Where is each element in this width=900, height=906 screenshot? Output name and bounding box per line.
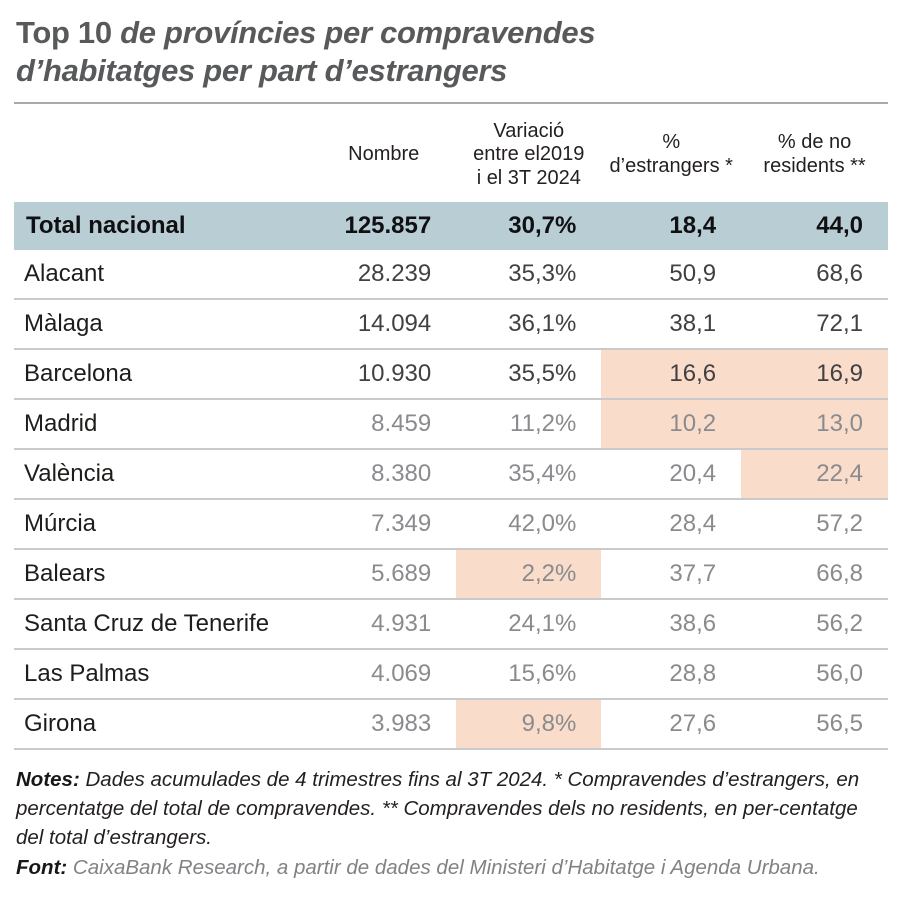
province-cell: Santa Cruz de Tenerife (24, 610, 270, 638)
value-cell-pct-no-residents: 56,5 (816, 710, 863, 738)
value-cell-pct-estrangers: 16,6 (601, 349, 742, 400)
table-header-row: Nombre Variació entre el2019 i el 3T 202… (14, 104, 888, 203)
value-cell-pct-estrangers: 38,6 (669, 610, 717, 638)
table-row: Santa Cruz de Tenerife 4.931 24,1% 38,6 … (14, 599, 888, 650)
notes-text: Notes: Dades acumulades de 4 trimestres … (16, 766, 886, 852)
total-label: Total nacional (14, 202, 312, 251)
value-cell-nombre: 4.069 (371, 660, 432, 688)
value-cell-pct-estrangers: 50,9 (669, 260, 717, 288)
notes-body: Dades acumulades de 4 trimestres fins al… (16, 768, 860, 849)
value-cell-pct-no-residents: 16,9 (741, 349, 888, 400)
title-prefix: Top 10 (16, 15, 112, 50)
value-cell-pct-no-residents: 22,4 (741, 449, 888, 500)
value-cell-pct-estrangers: 20,4 (669, 460, 717, 488)
value-cell-variacio: 35,3% (508, 260, 577, 288)
value-cell-variacio: 15,6% (508, 660, 577, 688)
province-cell: Balears (24, 560, 106, 588)
value-cell-pct-no-residents: 68,6 (816, 260, 863, 288)
header-cell-province (14, 104, 311, 203)
header-cell-pct-estrangers: % d’estrangers * (609, 131, 733, 178)
title-line2: d’habitatges per part d’estrangers (16, 52, 508, 88)
province-cell: Màlaga (24, 310, 103, 338)
table-row: Balears 5.689 2,2% 37,7 66,8 (14, 549, 888, 600)
value-cell-variacio: 2,2% (456, 549, 602, 600)
source-body: CaixaBank Research, a partir de dades de… (67, 856, 820, 880)
total-nombre: 125.857 (311, 202, 457, 251)
table-row: Màlaga 14.094 36,1% 38,1 72,1 (14, 299, 888, 350)
province-cell: Las Palmas (24, 660, 150, 688)
value-cell-pct-no-residents: 72,1 (816, 310, 863, 338)
source-text: Font: CaixaBank Research, a partir de da… (16, 854, 886, 883)
value-cell-pct-estrangers: 28,8 (669, 660, 717, 688)
value-cell-nombre: 7.349 (371, 510, 432, 538)
value-cell-variacio: 24,1% (508, 610, 577, 638)
table-row: València 8.380 35,4% 20,4 22,4 (14, 449, 888, 500)
header-cell-variacio: Variació entre el2019 i el 3T 2024 (473, 119, 585, 189)
table-row: Madrid 8.459 11,2% 10,2 13,0 (14, 399, 888, 450)
province-cell: Múrcia (24, 510, 97, 538)
table-row: Múrcia 7.349 42,0% 28,4 57,2 (14, 499, 888, 550)
value-cell-nombre: 5.689 (371, 560, 432, 588)
data-table: Nombre Variació entre el2019 i el 3T 202… (14, 104, 888, 751)
province-cell: Madrid (24, 410, 98, 438)
value-cell-nombre: 14.094 (357, 310, 432, 338)
value-cell-variacio: 11,2% (510, 410, 577, 438)
value-cell-pct-estrangers: 28,4 (669, 510, 717, 538)
province-cell: Alacant (24, 260, 105, 288)
value-cell-variacio: 35,5% (508, 360, 577, 388)
value-cell-nombre: 3.983 (371, 710, 432, 738)
title-divider (14, 101, 888, 104)
value-cell-pct-no-residents: 13,0 (741, 399, 888, 450)
notes-label: Notes: (16, 768, 80, 792)
total-pct-no-residents: 44,0 (741, 202, 888, 251)
province-cell: València (24, 460, 115, 488)
value-cell-variacio: 36,1% (508, 310, 577, 338)
total-row: Total nacional 125.857 30,7% 18,4 44,0 (14, 202, 888, 251)
value-cell-variacio: 9,8% (456, 699, 602, 750)
value-cell-pct-estrangers: 38,1 (669, 310, 717, 338)
table-row: Girona 3.983 9,8% 27,6 56,5 (14, 699, 888, 750)
value-cell-variacio: 42,0% (508, 510, 577, 538)
value-cell-nombre: 4.931 (371, 610, 432, 638)
value-cell-pct-estrangers: 10,2 (601, 399, 742, 450)
title-line1: de províncies per compravendes (111, 15, 596, 50)
value-cell-nombre: 28.239 (357, 260, 432, 288)
province-cell: Girona (24, 710, 97, 738)
value-cell-pct-no-residents: 56,2 (816, 610, 863, 638)
total-pct-estrangers: 18,4 (601, 202, 742, 251)
value-cell-pct-no-residents: 56,0 (816, 660, 863, 688)
figure-container: Top 10 de províncies per compravendes d’… (14, 14, 888, 883)
value-cell-nombre: 10.930 (357, 360, 432, 388)
value-cell-pct-estrangers: 37,7 (669, 560, 717, 588)
province-cell: Barcelona (24, 360, 133, 388)
table-row: Barcelona 10.930 35,5% 16,6 16,9 (14, 349, 888, 400)
value-cell-variacio: 35,4% (508, 460, 577, 488)
table-row: Alacant 28.239 35,3% 50,9 68,6 (14, 250, 888, 300)
value-cell-pct-estrangers: 27,6 (669, 710, 717, 738)
total-variacio: 30,7% (456, 202, 602, 251)
header-cell-pct-no-residents: % de no residents ** (763, 131, 866, 178)
value-cell-nombre: 8.380 (371, 460, 432, 488)
source-label: Font: (16, 856, 68, 880)
value-cell-pct-no-residents: 57,2 (816, 510, 863, 538)
page-title: Top 10 de províncies per compravendes d’… (16, 14, 888, 90)
table-row: Las Palmas 4.069 15,6% 28,8 56,0 (14, 649, 888, 700)
header-cell-nombre: Nombre (348, 143, 420, 166)
value-cell-nombre: 8.459 (371, 410, 432, 438)
value-cell-pct-no-residents: 66,8 (816, 560, 863, 588)
